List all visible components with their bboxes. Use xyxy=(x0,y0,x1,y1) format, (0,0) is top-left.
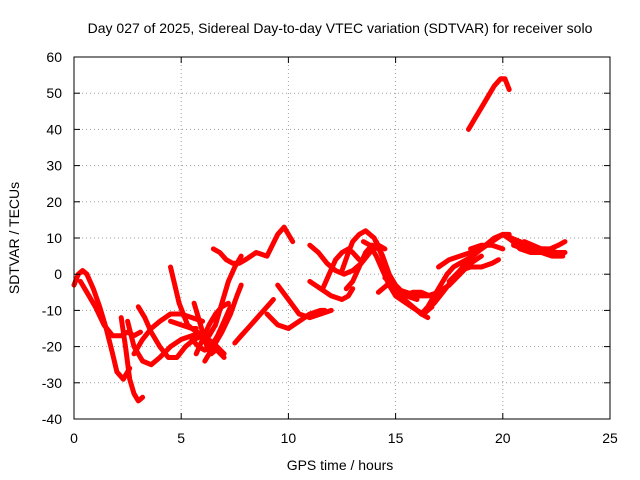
series-line-31 xyxy=(468,242,506,252)
axis-ticks: 0 5 10 15 20 25 -40 -30 -20 -10 0 10 20 30 40 50 60 xyxy=(42,49,618,446)
series-line-27 xyxy=(418,253,476,317)
y-tick-label: -10 xyxy=(42,302,62,318)
x-tick-label: 0 xyxy=(70,430,78,446)
series-line-13 xyxy=(202,282,244,364)
y-tick-label: 40 xyxy=(46,121,62,137)
y-tick-label: 0 xyxy=(54,266,62,282)
series-line-12 xyxy=(200,253,244,342)
series-line-3 xyxy=(118,315,146,404)
series-line-20 xyxy=(320,246,362,292)
series-line-35 xyxy=(521,239,568,252)
y-tick-label: 50 xyxy=(46,85,62,101)
data-series xyxy=(71,76,568,404)
y-axis-label: SDTVAR / TECUs xyxy=(6,182,22,294)
series-line-14 xyxy=(210,224,296,266)
series-line-17 xyxy=(275,282,334,321)
y-tick-label: 10 xyxy=(46,230,62,246)
y-tick-label: 20 xyxy=(46,194,62,210)
x-tick-label: 10 xyxy=(281,430,297,446)
series-line-36 xyxy=(466,76,512,132)
x-tick-label: 15 xyxy=(388,430,404,446)
series-line-23 xyxy=(360,239,435,317)
series-line-15 xyxy=(232,297,276,346)
series-line-34 xyxy=(511,242,568,255)
y-tick-label: -30 xyxy=(42,375,62,391)
series-line-16 xyxy=(264,307,328,331)
x-axis-label: GPS time / hours xyxy=(287,457,394,473)
x-tick-label: 25 xyxy=(602,430,618,446)
x-tick-label: 5 xyxy=(177,430,185,446)
y-tick-label: 30 xyxy=(46,158,62,174)
series-line-18 xyxy=(307,278,356,302)
y-tick-label: -40 xyxy=(42,411,62,427)
series-line-1 xyxy=(71,268,133,382)
x-tick-label: 20 xyxy=(495,430,511,446)
y-tick-label: 60 xyxy=(46,49,62,65)
chart-title: Day 027 of 2025, Sidereal Day-to-day VTE… xyxy=(88,20,593,36)
y-tick-label: -20 xyxy=(42,339,62,355)
series-line-30 xyxy=(446,257,501,284)
series-line-5 xyxy=(131,311,206,357)
